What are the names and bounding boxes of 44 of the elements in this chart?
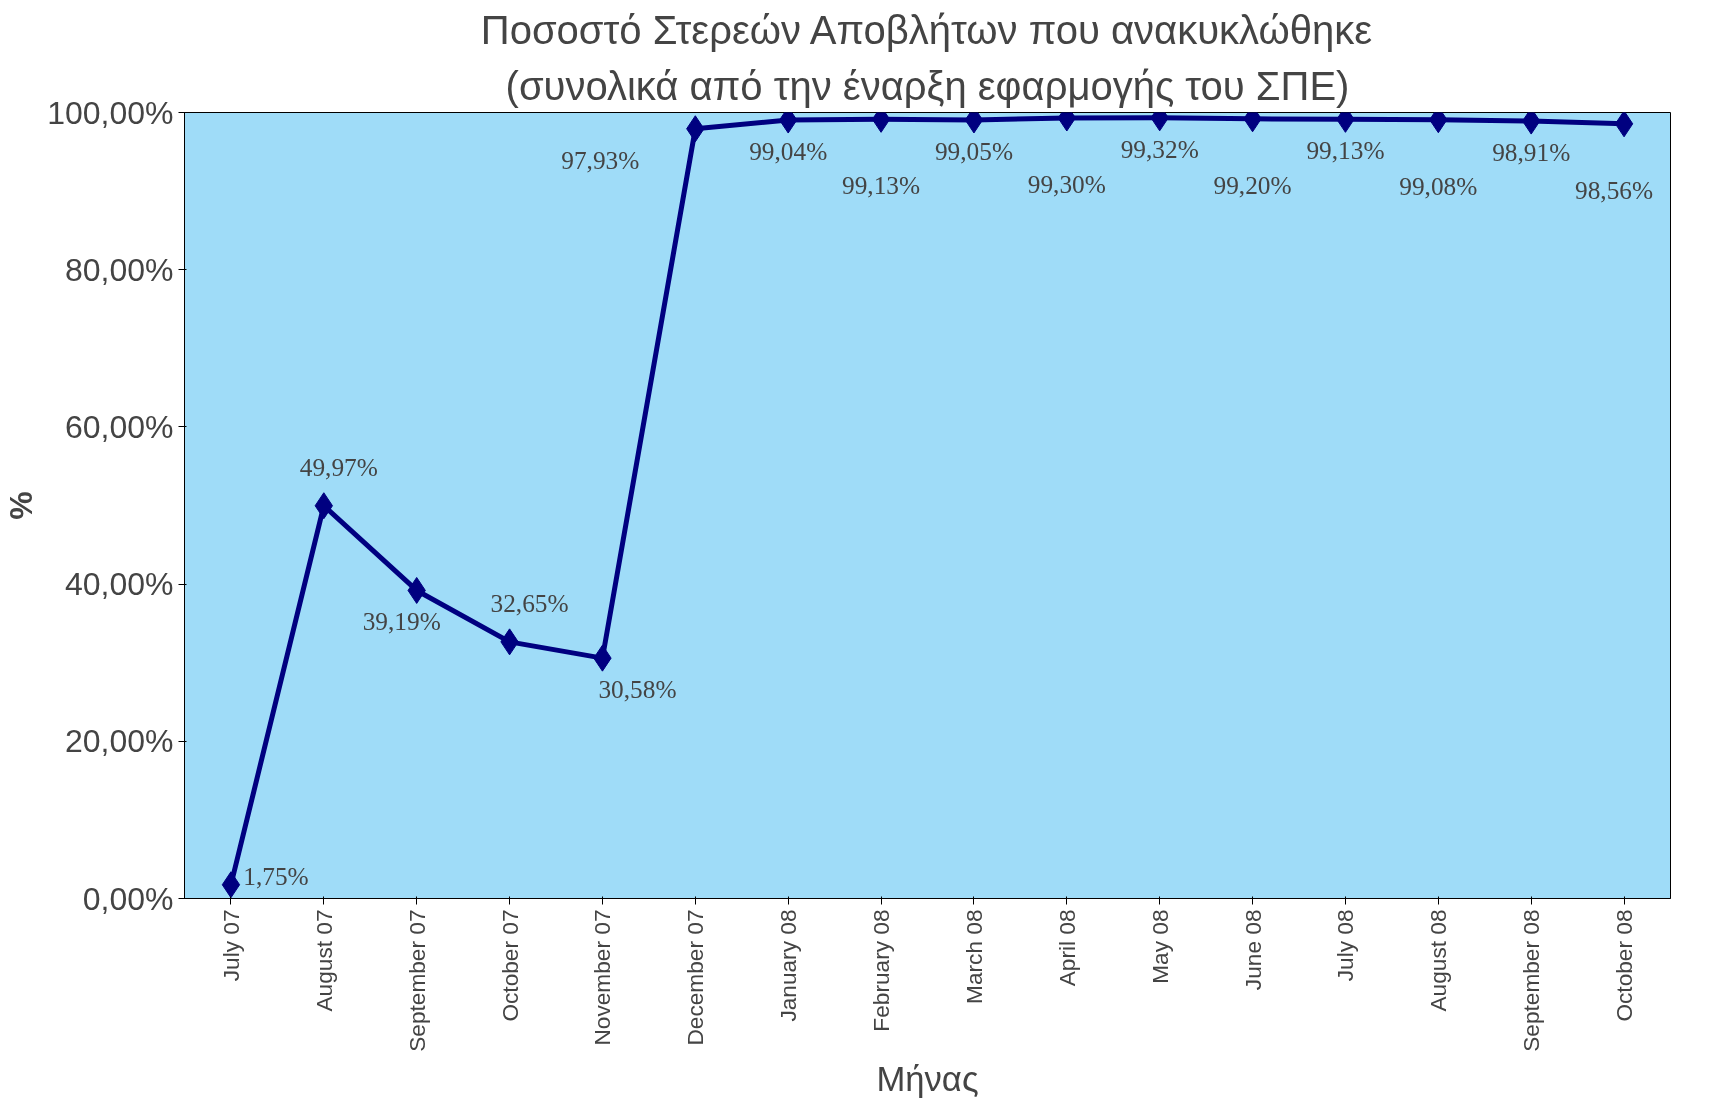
point [221, 871, 241, 899]
chart-title: Ποσοστό Στερεών Αποβλήτων που ανακυκλώθηκε [480, 7, 1373, 52]
y-tick-label: 40,00% [64, 566, 174, 603]
x-tick-label: July 08 [1332, 909, 1359, 982]
x-tick-label: August 08 [1425, 909, 1452, 1012]
y-tick-label: 60,00% [64, 408, 174, 445]
x-tick-label: March 08 [960, 909, 987, 1004]
y-tick-label: 0,00% [82, 880, 174, 917]
point [1614, 112, 1634, 138]
x-tick-label: September 07 [403, 909, 430, 1052]
data-label: 99,05% [934, 136, 1013, 165]
y-tick-label: 80,00% [64, 251, 174, 288]
x-tick-label: October 07 [496, 909, 523, 1022]
chart-subtitle: (συνολικά από την έναρξη εφαρμογής του ΣΠΕ) [505, 63, 1350, 108]
data-label: 99,13% [842, 171, 921, 200]
data-label: 99,32% [1120, 134, 1199, 163]
x-tick-label: July 07 [217, 909, 244, 982]
y-tick-label: 100,00% [47, 94, 174, 131]
x-tick-label: May 08 [1146, 909, 1173, 984]
data-label: 99,04% [749, 137, 828, 166]
x-tick-label: October 08 [1611, 909, 1638, 1022]
data-label: 99,20% [1213, 170, 1292, 199]
data-label: 99,08% [1399, 171, 1478, 200]
x-tick-label: August 07 [310, 909, 337, 1012]
x-axis-title: Μήνας [876, 1059, 979, 1098]
x-tick-label: June 08 [1239, 909, 1266, 991]
data-label: 99,30% [1027, 170, 1106, 198]
x-tick-label: April 08 [1053, 909, 1080, 987]
data-label: 39,19% [362, 607, 441, 636]
y-axis-title: % [3, 491, 40, 520]
x-tick-label: February 08 [868, 909, 895, 1032]
x-tick-label: January 08 [775, 909, 802, 1022]
data-label: 98,91% [1492, 138, 1571, 167]
data-label: 49,97% [299, 452, 378, 481]
data-label: 98,56% [1575, 175, 1654, 204]
y-tick-label: 20,00% [64, 723, 174, 760]
x-tick-label: December 07 [682, 909, 709, 1046]
data-label: 30,58% [598, 675, 677, 704]
x-tick-label: November 07 [589, 909, 616, 1046]
data-label: 99,13% [1306, 136, 1385, 165]
data-label: 32,65% [490, 588, 569, 617]
data-label: 1,75% [243, 861, 309, 890]
x-tick-label: September 08 [1518, 909, 1545, 1052]
data-label: 97,93% [561, 145, 640, 174]
